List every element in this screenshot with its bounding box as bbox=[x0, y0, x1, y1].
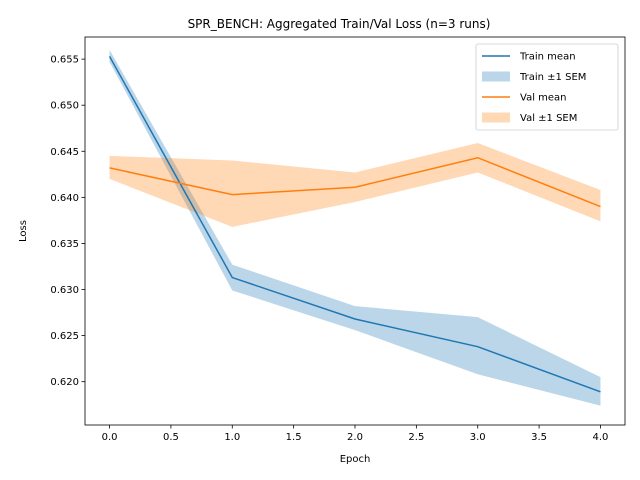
y-tick-label: 0.620 bbox=[50, 377, 79, 388]
x-tick-label: 0.0 bbox=[102, 432, 118, 443]
x-tick-label: 2.5 bbox=[408, 432, 424, 443]
x-tick-label: 4.0 bbox=[593, 432, 609, 443]
series-line-1 bbox=[109, 156, 601, 208]
legend-label: Val ±1 SEM bbox=[520, 113, 577, 124]
legend-label: Train ±1 SEM bbox=[519, 72, 586, 83]
x-axis: 0.0 0.5 1.0 1.5 2.0 2.5 3.0 3.5 4.0 bbox=[102, 425, 609, 443]
sem-band-0 bbox=[109, 49, 601, 406]
sem-band-1 bbox=[109, 142, 601, 227]
y-tick-label: 0.630 bbox=[50, 285, 79, 296]
chart-title: SPR_BENCH: Aggregated Train/Val Loss (n=… bbox=[188, 17, 491, 31]
legend: Train mean Train ±1 SEM Val mean Val ±1 SEM bbox=[475, 43, 619, 131]
y-tick-label: 0.625 bbox=[50, 331, 79, 342]
y-axis: 0.620 0.625 0.630 0.635 0.640 0.645 0.650 0.655 bbox=[50, 55, 85, 388]
y-tick-label: 0.635 bbox=[50, 239, 79, 250]
legend-label: Train mean bbox=[519, 52, 576, 63]
x-tick-label: 1.0 bbox=[224, 432, 240, 443]
y-axis-label: Loss bbox=[18, 220, 29, 242]
y-tick-label: 0.645 bbox=[50, 147, 79, 158]
x-tick-label: 0.5 bbox=[163, 432, 179, 443]
series-line-0 bbox=[108, 55, 601, 393]
legend-band-swatch bbox=[482, 112, 510, 123]
x-tick-label: 3.5 bbox=[531, 432, 547, 443]
x-axis-label: Epoch bbox=[340, 454, 371, 465]
x-tick-label: 1.5 bbox=[286, 432, 302, 443]
legend-box bbox=[475, 43, 619, 131]
plot-area bbox=[84, 36, 626, 426]
x-tick-label: 3.0 bbox=[470, 432, 486, 443]
y-tick-label: 0.655 bbox=[50, 55, 79, 66]
legend-band-swatch bbox=[482, 71, 510, 82]
y-tick-label: 0.650 bbox=[50, 101, 79, 112]
legend-label: Val mean bbox=[520, 93, 567, 104]
y-tick-label: 0.640 bbox=[50, 193, 79, 204]
x-tick-label: 2.0 bbox=[347, 432, 363, 443]
